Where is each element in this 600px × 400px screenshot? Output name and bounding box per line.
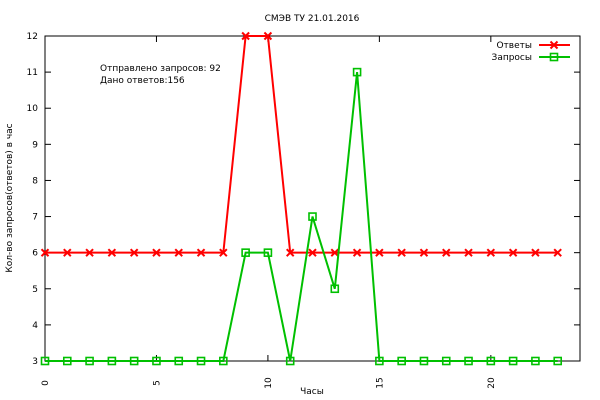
data-point <box>375 356 384 366</box>
x-tick-label: 0 <box>41 380 51 386</box>
annotation-answers-given: Дано ответов:156 <box>100 76 185 86</box>
data-point <box>352 67 362 77</box>
data-point <box>330 284 340 294</box>
y-tick-label: 4 <box>32 321 38 331</box>
y-axis-label: Кол-во запросов(ответов) в час <box>5 123 15 272</box>
data-point <box>152 356 161 366</box>
data-point <box>241 31 250 41</box>
data-point <box>285 356 295 366</box>
y-tick-label: 9 <box>32 140 38 150</box>
y-tick-label: 5 <box>32 285 38 295</box>
data-point <box>152 248 161 257</box>
data-point <box>441 356 451 366</box>
data-point <box>330 248 339 257</box>
data-point <box>531 248 540 257</box>
y-tick-label: 12 <box>27 32 38 42</box>
legend-entry: Запросы <box>492 52 570 63</box>
data-point <box>219 356 228 366</box>
data-point <box>85 356 94 366</box>
y-tick-label: 8 <box>32 176 38 186</box>
x-tick-label: 20 <box>487 377 497 389</box>
data-point <box>40 248 50 257</box>
data-point <box>508 356 518 366</box>
data-point <box>40 356 50 366</box>
x-tick-label: 5 <box>152 380 162 386</box>
data-point <box>107 248 117 257</box>
y-tick-label: 6 <box>32 249 38 259</box>
annotation-requests-sent: Отправлено запросов: 92 <box>100 64 221 74</box>
data-point <box>464 356 473 366</box>
data-point <box>486 356 496 366</box>
series-1 <box>40 31 562 257</box>
data-point <box>174 356 184 366</box>
data-point <box>196 356 206 366</box>
data-point <box>219 248 228 257</box>
data-point <box>553 356 563 366</box>
y-tick-label: 7 <box>32 213 38 223</box>
data-point <box>442 248 451 257</box>
data-point <box>531 356 540 366</box>
data-point <box>508 248 518 257</box>
data-point <box>63 248 72 257</box>
x-tick-label: 15 <box>375 377 385 388</box>
data-point <box>352 248 362 257</box>
data-point <box>464 248 473 257</box>
series-2 <box>40 67 563 366</box>
data-point <box>397 248 406 257</box>
data-point <box>486 248 496 257</box>
data-point <box>308 212 317 221</box>
data-point <box>397 356 406 366</box>
data-point <box>419 356 429 366</box>
data-point <box>419 248 429 257</box>
data-point <box>129 248 139 257</box>
legend-entry: Ответы <box>496 40 570 51</box>
x-axis-label: Часы <box>300 387 324 397</box>
data-point <box>62 356 72 366</box>
data-point <box>375 248 384 257</box>
data-point <box>308 248 317 257</box>
plot-area <box>44 35 581 362</box>
data-point <box>107 356 117 366</box>
data-point <box>174 248 183 257</box>
legend-label: Ответы <box>496 41 532 51</box>
y-tick-label: 3 <box>32 357 38 367</box>
data-point <box>129 356 139 366</box>
data-point <box>241 248 250 257</box>
series-line <box>45 35 558 254</box>
x-tick-label: 10 <box>264 377 274 389</box>
y-tick-label: 10 <box>27 104 39 114</box>
data-point <box>553 248 562 257</box>
data-point <box>196 248 206 257</box>
legend-label: Запросы <box>492 53 532 63</box>
series-line <box>45 72 558 362</box>
legend-marker <box>549 52 559 62</box>
y-tick-label: 11 <box>27 68 38 78</box>
legend-marker <box>549 40 559 50</box>
chart-title: СМЭВ ТУ 21.01.2016 <box>265 14 360 24</box>
data-point <box>263 248 273 257</box>
data-point <box>263 31 273 41</box>
data-point <box>85 248 94 257</box>
data-point <box>286 248 295 257</box>
